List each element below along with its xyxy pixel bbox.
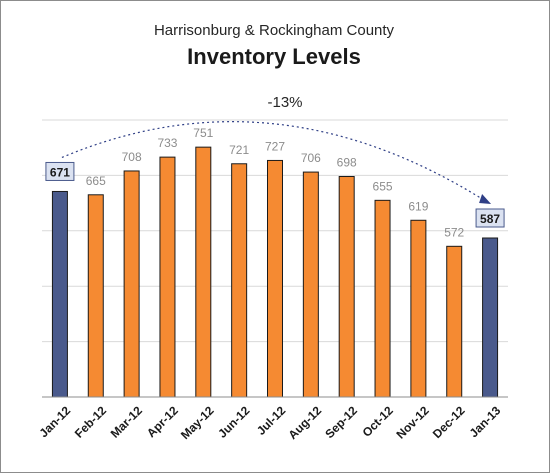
tick-label: Aug-12 bbox=[286, 403, 325, 442]
tick-label: Jul-12 bbox=[254, 403, 289, 438]
bar-jun-12 bbox=[231, 163, 248, 398]
tick-label: Jan-12 bbox=[36, 403, 73, 440]
value-label: 698 bbox=[337, 156, 357, 170]
bar-apr-12 bbox=[159, 156, 176, 398]
tick-label: Jun-12 bbox=[215, 403, 252, 440]
bar-may-12 bbox=[195, 146, 212, 398]
value-label: 665 bbox=[86, 174, 106, 188]
value-label: 708 bbox=[122, 150, 142, 164]
value-label: 727 bbox=[265, 139, 285, 153]
value-label-box bbox=[475, 208, 505, 228]
value-label: 721 bbox=[229, 143, 249, 157]
bar-jul-12 bbox=[267, 159, 283, 398]
bar-jan-13 bbox=[482, 237, 499, 398]
value-label: 655 bbox=[373, 179, 393, 193]
bars: 671 Jan-12 665 Feb-12 708 Mar-12 733 Apr-12 751 M… bbox=[36, 126, 505, 442]
tick-label: Dec-12 bbox=[430, 403, 468, 441]
tick-label: Mar-12 bbox=[108, 403, 145, 440]
bar-sep-12 bbox=[338, 176, 355, 398]
bar-aug-12 bbox=[302, 171, 319, 398]
chart-subtitle: Harrisonburg & Rockingham County bbox=[153, 22, 395, 39]
bar-nov-12 bbox=[410, 219, 427, 398]
value-label: 572 bbox=[444, 225, 464, 239]
change-arrow bbox=[61, 121, 488, 203]
bar-mar-12 bbox=[123, 170, 140, 398]
chart-title: Inventory Levels bbox=[187, 44, 361, 69]
change-annotation: -13% bbox=[267, 94, 302, 111]
value-label: 671 bbox=[50, 165, 70, 179]
tick-label: May-12 bbox=[178, 403, 217, 442]
value-label-box bbox=[45, 161, 75, 181]
value-label: 733 bbox=[157, 136, 177, 150]
bar-dec-12 bbox=[446, 245, 463, 398]
tick-label: Jan-13 bbox=[467, 403, 504, 440]
value-label: 751 bbox=[193, 126, 213, 140]
tick-label: Apr-12 bbox=[144, 403, 181, 440]
value-label: 587 bbox=[480, 212, 500, 226]
bar-oct-12 bbox=[374, 199, 391, 398]
change-arrowhead bbox=[479, 194, 492, 205]
tick-label: Feb-12 bbox=[72, 403, 109, 440]
tick-label: Sep-12 bbox=[322, 403, 360, 441]
bar-feb-12 bbox=[87, 194, 104, 398]
tick-label: Nov-12 bbox=[394, 403, 432, 441]
value-label: 706 bbox=[301, 151, 321, 165]
tick-label: Oct-12 bbox=[360, 403, 397, 440]
bar-jan-12 bbox=[51, 190, 68, 398]
value-label: 619 bbox=[408, 199, 428, 213]
